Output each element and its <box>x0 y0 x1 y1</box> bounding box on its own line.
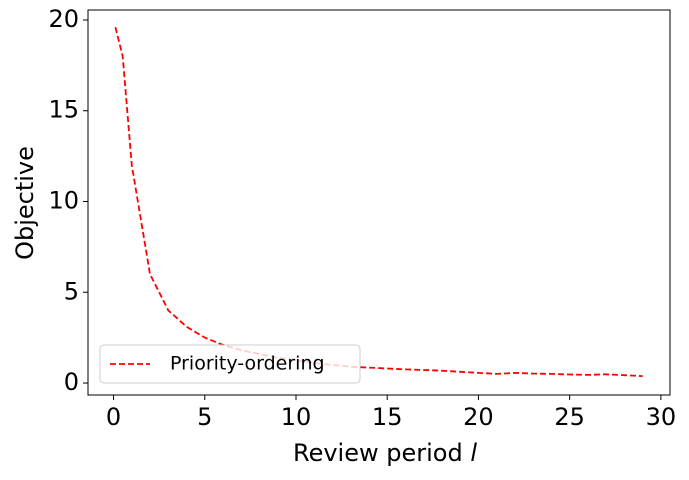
y-tick-label: 15 <box>48 96 79 124</box>
x-axis-label: Review period l <box>293 439 477 467</box>
x-tick-label: 0 <box>106 403 121 431</box>
x-tick-label: 5 <box>197 403 212 431</box>
legend-label: Priority-ordering <box>170 353 325 375</box>
y-tick-label: 5 <box>64 277 79 305</box>
y-tick-label: 0 <box>64 368 79 396</box>
plot-frame <box>87 9 671 396</box>
data-line <box>114 26 643 377</box>
x-tick-label: 25 <box>554 403 585 431</box>
x-tick-label: 10 <box>281 403 312 431</box>
y-axis-label: Objective <box>11 146 39 260</box>
legend-box <box>99 344 361 384</box>
x-tick-label: 30 <box>646 403 677 431</box>
y-tick-label: 10 <box>48 187 79 215</box>
x-tick-label: 20 <box>463 403 494 431</box>
x-tick-label: 15 <box>372 403 403 431</box>
y-tick-label: 20 <box>48 5 79 33</box>
